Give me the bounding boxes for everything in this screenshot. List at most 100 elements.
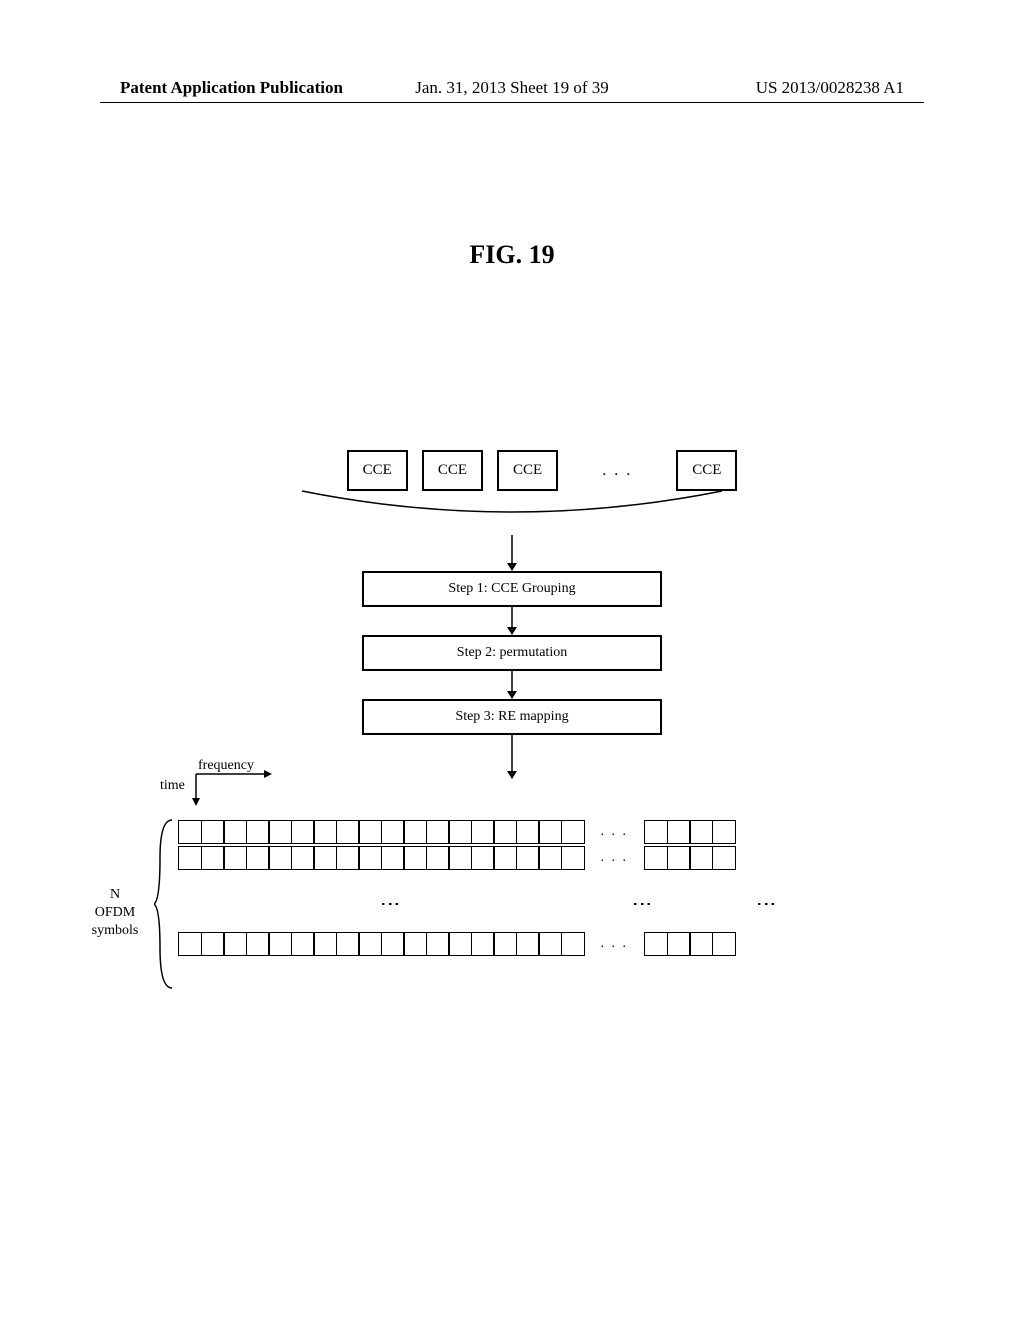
grid-rows-container: N OFDM symbols . . . . . . ⋮ ⋮ ⋮ [130,820,934,956]
arrow-icon [505,535,519,571]
grid-right-cells [644,820,736,844]
arrow-icon [505,671,519,699]
page-header: Patent Application Publication Jan. 31, … [0,78,1024,98]
grid-cell [644,932,668,956]
grid-cell [426,846,450,870]
grid-cell [493,932,517,956]
grid-main-cells [178,846,585,870]
grid-cell [538,846,562,870]
grid-cell [538,932,562,956]
step-2-box: Step 2: permutation [362,635,662,671]
h-ellipsis: . . . [601,824,629,840]
grid-cell [178,932,202,956]
time-label: time [160,778,185,794]
grid-cell [667,846,691,870]
cce-box: CCE [347,450,408,491]
grid-cell [223,820,247,844]
grid-cell [471,820,495,844]
grid-cell [403,932,427,956]
grid-row-2: . . . [178,846,934,870]
v-ellipsis: ⋮ [378,894,402,910]
grid-cell [268,820,292,844]
cce-box: CCE [676,450,737,491]
step-3-box: Step 3: RE mapping [362,699,662,735]
grid-cell [268,846,292,870]
cce-row: CCE CCE CCE . . . CCE [192,450,892,491]
vertical-dots-row: ⋮ ⋮ ⋮ [178,872,934,932]
grid-cell [246,846,270,870]
n-label-line: symbols [92,923,139,938]
n-label-line: N [110,887,120,902]
grid-cell [561,820,585,844]
step-1-box: Step 1: CCE Grouping [362,571,662,607]
grid-cell [689,820,713,844]
grid-cell [246,932,270,956]
grid-cell [246,820,270,844]
grid-cell [403,846,427,870]
grid-cell [689,846,713,870]
grid-cell [268,932,292,956]
grid-cell [313,820,337,844]
grid-cell [313,846,337,870]
grid-cell [291,846,315,870]
grid-cell [381,932,405,956]
header-right: US 2013/0028238 A1 [756,78,904,98]
grid-cell [644,846,668,870]
grid-row-n: . . . [178,932,934,956]
grid-cell [471,932,495,956]
grid-cell [381,846,405,870]
grid-main-cells [178,820,585,844]
axis-arrows-icon [192,762,278,808]
v-ellipsis: ⋮ [754,894,778,910]
resource-grid: frequency time N OFDM symbols . . . [130,770,934,958]
grid-cell [712,846,736,870]
grid-cell [448,820,472,844]
grid-cell [561,932,585,956]
grid-cell [178,820,202,844]
cce-box: CCE [422,450,483,491]
brace-icon [154,818,176,990]
grid-right-cells [644,846,736,870]
grid-cell [712,820,736,844]
header-left: Patent Application Publication [120,78,343,98]
grid-cell [667,820,691,844]
grid-cell [516,820,540,844]
cce-box: CCE [497,450,558,491]
grid-main-cells [178,932,585,956]
grid-cell [493,846,517,870]
grid-cell [358,846,382,870]
grid-cell [336,846,360,870]
grid-cell [667,932,691,956]
grid-row-1: . . . [178,820,934,844]
figure-title: FIG. 19 [469,240,554,270]
grid-cell [313,932,337,956]
grid-cell [689,932,713,956]
grid-cell [561,846,585,870]
header-center: Jan. 31, 2013 Sheet 19 of 39 [415,78,609,98]
v-ellipsis: ⋮ [630,894,654,910]
grid-cell [381,820,405,844]
grid-cell [358,820,382,844]
n-label-line: OFDM [95,905,135,920]
grid-right-cells [644,932,736,956]
h-ellipsis: . . . [601,850,629,866]
grid-cell [471,846,495,870]
grid-cell [336,932,360,956]
grid-cell [291,932,315,956]
h-ellipsis: . . . [601,936,629,952]
grid-cell [538,820,562,844]
n-ofdm-label: N OFDM symbols [85,886,145,941]
converge-curve [292,489,732,535]
grid-cell [403,820,427,844]
grid-cell [201,820,225,844]
arrow-icon [505,607,519,635]
grid-cell [426,932,450,956]
grid-cell [291,820,315,844]
grid-cell [448,932,472,956]
grid-cell [223,932,247,956]
header-rule [100,102,924,103]
grid-cell [201,846,225,870]
grid-cell [426,820,450,844]
grid-cell [178,846,202,870]
cce-ellipsis: . . . [572,462,662,480]
